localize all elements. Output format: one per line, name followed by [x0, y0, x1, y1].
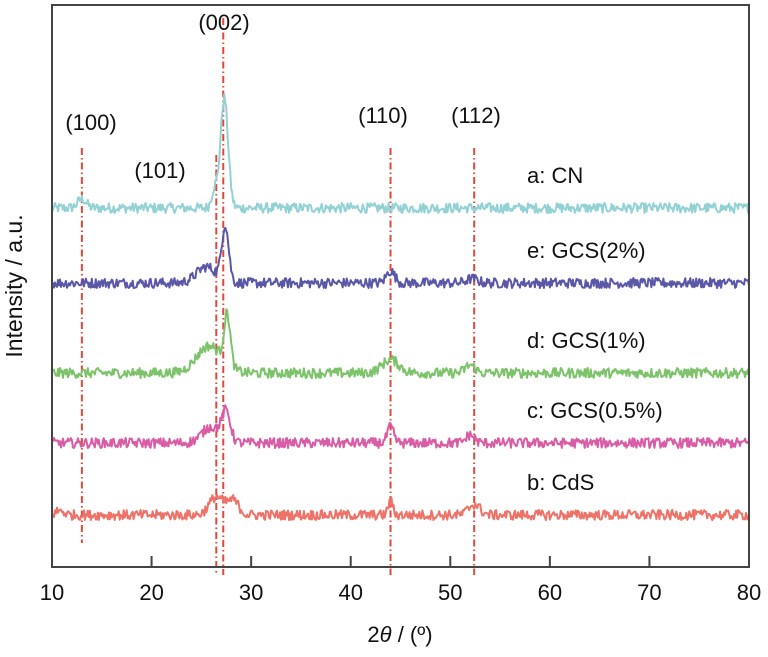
series-line-1	[51, 226, 750, 289]
reference-label: (002)	[198, 10, 249, 35]
plot-frame	[51, 4, 750, 568]
series-line-2	[51, 308, 750, 379]
reference-label: (110)	[358, 103, 408, 128]
series-line-0	[51, 93, 750, 214]
series-label: d: GCS(1%)	[527, 328, 646, 353]
reference-label: (112)	[451, 103, 501, 128]
x-tick-label: 80	[737, 580, 761, 605]
x-tick-label: 40	[338, 580, 362, 605]
x-tick-label: 20	[139, 580, 163, 605]
x-tick-label: 70	[637, 580, 661, 605]
series-label: c: GCS(0.5%)	[527, 398, 663, 423]
series-label: a: CN	[527, 163, 583, 188]
reference-label: (100)	[65, 110, 116, 135]
x-tick-label: 10	[40, 580, 64, 605]
x-tick-label: 50	[438, 580, 462, 605]
series-label: b: CdS	[527, 470, 594, 495]
y-axis-label: Intensity / a.u.	[1, 214, 27, 357]
series-line-4	[51, 494, 750, 521]
series-label: e: GCS(2%)	[527, 238, 646, 263]
x-tick-label: 30	[239, 580, 263, 605]
x-tick-label: 60	[538, 580, 562, 605]
x-axis-label: 2θ / (º)	[367, 622, 432, 647]
reference-label: (101)	[134, 158, 185, 183]
series-line-3	[51, 404, 750, 449]
